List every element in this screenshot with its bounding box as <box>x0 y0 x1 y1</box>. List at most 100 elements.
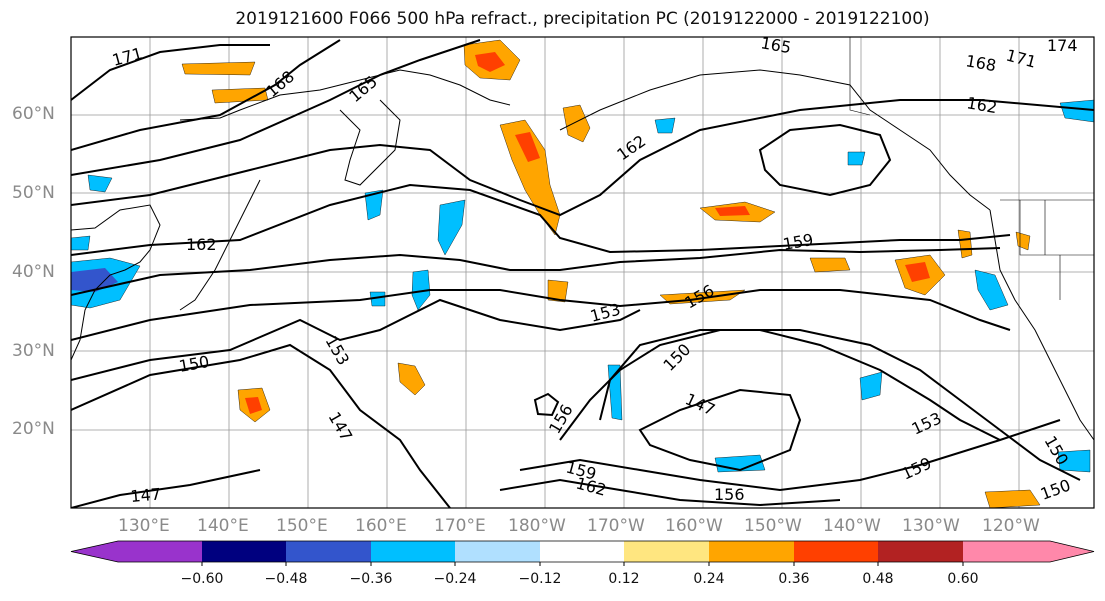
coastline-north-america <box>989 209 1094 441</box>
lon-label: 130°W <box>902 516 960 536</box>
precip-negative-area <box>364 189 384 221</box>
precip-negative-area <box>974 269 1009 311</box>
colorbar-swatch <box>455 541 540 562</box>
contour-159 <box>71 247 1001 296</box>
contour-162-west <box>71 99 1094 217</box>
colorbar-extend-min <box>71 541 202 562</box>
precip-positive-area <box>181 61 256 76</box>
precip-positive-area <box>809 257 851 273</box>
contour-168 <box>71 39 341 151</box>
colorbar-tick-label: 0.36 <box>778 571 810 587</box>
contour-165 <box>71 39 481 176</box>
precip-negative-area <box>654 117 676 134</box>
colorbar-tick-label: −0.48 <box>264 571 308 587</box>
colorbar-tick-label: 0.60 <box>947 571 979 587</box>
colorbar <box>70 540 1095 566</box>
precip-positive-area <box>562 104 591 143</box>
map-frame <box>70 36 1095 509</box>
contour-153 <box>71 298 641 381</box>
coastline-asia <box>71 204 161 361</box>
colorbar-tick-label: −0.24 <box>433 571 477 587</box>
lon-label: 140°E <box>197 516 249 536</box>
coastline-japan <box>179 179 261 311</box>
precip-positive-core <box>475 52 505 72</box>
contour-label: 174 <box>1047 36 1078 55</box>
precip-positive-core <box>715 206 750 216</box>
colorbar-tick-label: −0.60 <box>180 571 224 587</box>
contour-closed-low <box>533 392 560 417</box>
precip-positive-core <box>245 397 262 414</box>
contour-low-150 <box>599 329 1001 441</box>
contour-label: 156 <box>714 485 745 504</box>
precip-positive-area <box>547 279 569 303</box>
lat-label: 40°N <box>12 262 55 282</box>
lat-label: 50°N <box>12 183 55 203</box>
coastline-kamchatka <box>339 99 401 186</box>
precip-negative-area <box>71 235 91 251</box>
contour-150 <box>71 343 451 508</box>
precip-positive-area <box>499 119 561 236</box>
lon-label: 160°W <box>665 516 723 536</box>
colorbar-swatch <box>709 541 794 562</box>
precip-negative-area <box>1059 99 1094 123</box>
border-state-lines <box>1019 200 1094 300</box>
lat-label: 60°N <box>12 104 55 124</box>
precip-negative-area <box>1057 449 1091 473</box>
contour-low-156 <box>559 329 1081 481</box>
contour-156 <box>71 289 1011 341</box>
contour-162-south <box>499 478 841 507</box>
contour-low-147 <box>638 388 802 472</box>
colorbar-tick-label: 0.12 <box>608 571 640 587</box>
contour-label: 147 <box>130 484 162 506</box>
lon-label: 150°E <box>276 516 328 536</box>
colorbar-tick-label: −0.36 <box>349 571 393 587</box>
lon-label: 150°W <box>744 516 802 536</box>
border-alaska-canada <box>849 37 871 116</box>
colorbar-swatch <box>540 541 624 562</box>
contour-label: 162 <box>186 235 217 254</box>
precip-positive-area <box>1015 231 1031 251</box>
coastlines <box>71 69 1094 441</box>
lon-label: 170°E <box>434 516 486 536</box>
colorbar-extend-max <box>963 541 1094 562</box>
precip-negative-area <box>437 199 466 256</box>
lon-label: 170°W <box>587 516 645 536</box>
precip-negative-area <box>369 291 386 307</box>
precip-negative-area <box>847 151 866 166</box>
colorbar-swatch <box>286 541 371 562</box>
colorbar-outline <box>70 540 1095 563</box>
gridlines <box>71 37 1094 508</box>
colorbar-swatch <box>878 541 963 562</box>
contour-171 <box>71 44 270 101</box>
lat-label: 20°N <box>12 419 55 439</box>
precip-positive-core <box>905 262 930 282</box>
contour-162-low <box>71 183 1011 256</box>
precip-positive-core <box>515 132 540 162</box>
precip-positive-area <box>984 489 1041 508</box>
precip-negative-core <box>71 268 118 292</box>
precip-negative-area <box>411 269 431 311</box>
colorbar-swatch <box>624 541 709 562</box>
lon-label: 120°W <box>982 516 1040 536</box>
precip-positive-area <box>397 362 426 396</box>
colorbar-swatch <box>371 541 455 562</box>
borders <box>849 37 1094 300</box>
refractivity-contours <box>71 39 1094 508</box>
colorbar-tick-label: 0.24 <box>693 571 725 587</box>
lon-label: 160°E <box>355 516 407 536</box>
precip-negative-area <box>859 371 883 401</box>
coastline-siberia <box>179 69 511 121</box>
colorbar-tick-label: 0.48 <box>862 571 894 587</box>
contour-147 <box>71 469 261 508</box>
colorbar-swatch <box>794 541 878 562</box>
lon-label: 130°E <box>118 516 170 536</box>
colorbar-tick-label: −0.12 <box>518 571 562 587</box>
precip-negative-area <box>87 174 113 193</box>
lat-label: 30°N <box>12 341 55 361</box>
page-title: 2019121600 F066 500 hPa refract., precip… <box>235 9 930 29</box>
lon-label: 180°W <box>508 516 566 536</box>
colorbar-swatch <box>202 541 286 562</box>
contour-closed-north <box>758 123 892 197</box>
contour-159-south <box>519 419 1061 492</box>
